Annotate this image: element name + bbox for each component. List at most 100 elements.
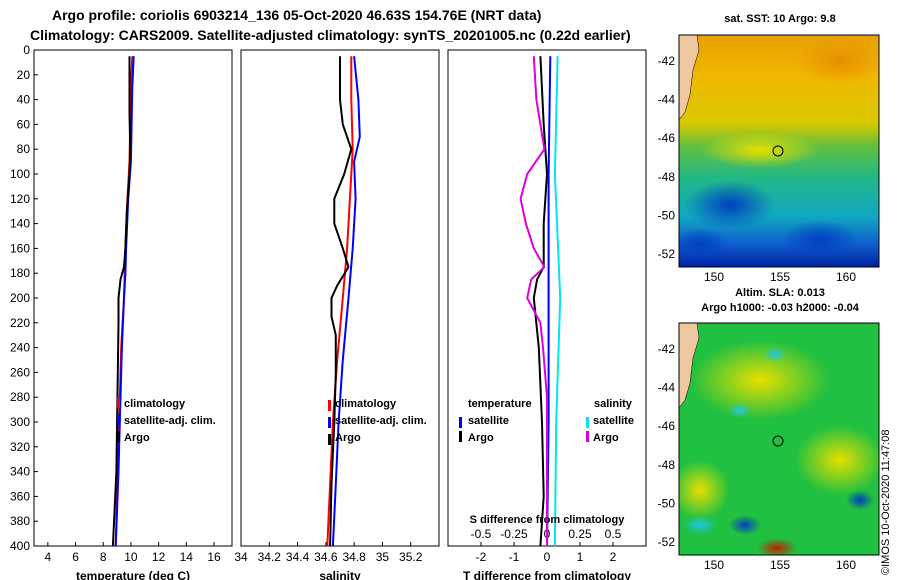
map-lat-tick-label: -52 — [658, 247, 676, 261]
salinity-xlabel: salinity — [319, 569, 361, 580]
legend-swatch-argo — [328, 434, 331, 445]
series-line-salinity-satellite — [553, 56, 562, 547]
series-line-salinity-argo — [519, 56, 548, 546]
legend-title-temperature: temperature — [468, 398, 532, 410]
series-line-temperature-argo — [532, 56, 549, 547]
map-lon-tick-label: 150 — [704, 558, 724, 572]
sst-argo-location-marker — [772, 145, 784, 157]
map-lat-tick-label: -52 — [658, 535, 676, 549]
x-tick-label: 34.8 — [342, 550, 366, 564]
legend-label-satellite: satellite-adj. clim. — [124, 415, 216, 427]
sla-argo-location-marker — [772, 435, 784, 447]
y-tick-label: 360 — [10, 489, 30, 503]
x-tick-label: 34.2 — [258, 550, 282, 564]
x-tick-label: 16 — [207, 550, 221, 564]
y-tick-label: 0 — [23, 43, 30, 57]
series-line-temperature-satellite — [546, 56, 552, 547]
sla-map-frame — [678, 322, 880, 556]
legend-swatch-satellite — [117, 414, 120, 425]
y-tick-label: 320 — [10, 440, 30, 454]
y-tick-label: 380 — [10, 514, 30, 528]
legend-label-argo: Argo — [335, 432, 361, 444]
map-lat-tick-label: -48 — [658, 170, 676, 184]
x-top-tick-label: 0.25 — [568, 527, 592, 541]
legend-label-sal-satellite: satellite — [593, 415, 634, 427]
map-lat-tick-label: -42 — [658, 54, 676, 68]
chart-title-line1: Argo profile: coriolis 6903214_136 05-Oc… — [52, 7, 542, 23]
y-tick-label: 200 — [10, 291, 30, 305]
y-tick-label: 300 — [10, 415, 30, 429]
difference-legend: temperature satellite Argo salinity sate… — [459, 398, 634, 444]
x-tick-label: 14 — [180, 550, 194, 564]
map-lon-tick-label: 160 — [836, 270, 856, 284]
sla-map — [679, 323, 879, 555]
x-tick-label: 0 — [544, 550, 551, 564]
x-tick-label: 35 — [376, 550, 390, 564]
legend-swatch-climatology — [117, 397, 120, 408]
x-tick-label: 1 — [577, 550, 584, 564]
y-tick-label: 100 — [10, 167, 30, 181]
y-tick-label: 340 — [10, 465, 30, 479]
y-tick-label: 260 — [10, 365, 30, 379]
y-tick-label: 20 — [17, 68, 31, 82]
difference-xlabel: T difference from climatology — [463, 569, 631, 580]
legend-label-climatology: climatology — [124, 398, 186, 410]
map-lat-tick-label: -42 — [658, 342, 676, 356]
y-tick-label: 220 — [10, 316, 30, 330]
x-tick-label: -1 — [509, 550, 520, 564]
map-lat-tick-label: -44 — [658, 93, 676, 107]
legend-label-temp-argo: Argo — [468, 432, 494, 444]
x-tick-label: 34.6 — [314, 550, 338, 564]
x-tick-label: 34.4 — [286, 550, 310, 564]
salinity-legend: climatology satellite-adj. clim. Argo — [328, 398, 427, 445]
y-tick-label: 80 — [17, 142, 31, 156]
y-tick-label: 120 — [10, 192, 30, 206]
map-lon-tick-label: 155 — [770, 558, 790, 572]
map-lat-tick-label: -46 — [658, 419, 676, 433]
legend-label-temp-satellite: satellite — [468, 415, 509, 427]
legend-swatch-satellite — [328, 417, 331, 428]
sst-map-frame — [678, 34, 880, 268]
y-tick-label: 160 — [10, 241, 30, 255]
legend-swatch-sal-satellite — [586, 417, 589, 428]
temperature-panel-frame — [33, 49, 233, 547]
sst-map-title: sat. SST: 10 Argo: 9.8 — [724, 13, 836, 25]
x-tick-label: 4 — [45, 550, 52, 564]
series-line-argo — [111, 56, 132, 547]
legend-swatch-argo — [117, 431, 120, 442]
x-tick-label: 10 — [124, 550, 138, 564]
difference-xlabel-top: S difference from climatology — [470, 514, 626, 526]
sla-map-title-line1: Altim. SLA: 0.013 — [735, 287, 825, 299]
temperature-legend: climatology satellite-adj. clim. Argo — [117, 397, 216, 444]
y-tick-label: 40 — [17, 93, 31, 107]
y-tick-label: 180 — [10, 266, 30, 280]
map-lat-tick-label: -50 — [658, 208, 676, 222]
legend-swatch-temp-argo — [459, 431, 462, 442]
legend-title-salinity: salinity — [594, 398, 633, 410]
series-line-argo — [329, 56, 353, 547]
y-tick-label: 140 — [10, 217, 30, 231]
map-lat-tick-label: -46 — [658, 131, 676, 145]
x-tick-label: 12 — [152, 550, 166, 564]
temperature-xlabel: temperature (deg C) — [76, 569, 190, 580]
legend-label-sal-argo: Argo — [593, 432, 619, 444]
x-tick-label: 2 — [610, 550, 617, 564]
map-lat-tick-label: -50 — [658, 496, 676, 510]
map-lat-tick-label: -48 — [658, 458, 676, 472]
legend-swatch-temp-satellite — [459, 417, 462, 428]
map-lon-tick-label: 155 — [770, 270, 790, 284]
x-tick-label: -2 — [476, 550, 487, 564]
x-tick-label: 6 — [72, 550, 79, 564]
x-tick-label: 34 — [234, 550, 248, 564]
legend-label-satellite: satellite-adj. clim. — [335, 415, 427, 427]
x-top-tick-label: 0.5 — [605, 527, 622, 541]
map-lon-tick-label: 150 — [704, 270, 724, 284]
sst-map — [679, 35, 879, 267]
y-tick-label: 60 — [17, 117, 31, 131]
credit-stamp: ©IMOS 10-Oct-2020 11:47:08 — [880, 429, 892, 575]
legend-swatch-sal-argo — [586, 431, 589, 442]
chart-title-line2: Climatology: CARS2009. Satellite-adjuste… — [30, 27, 631, 43]
y-tick-label: 240 — [10, 341, 30, 355]
series-line-satellite-adj.-clim. — [331, 56, 361, 547]
